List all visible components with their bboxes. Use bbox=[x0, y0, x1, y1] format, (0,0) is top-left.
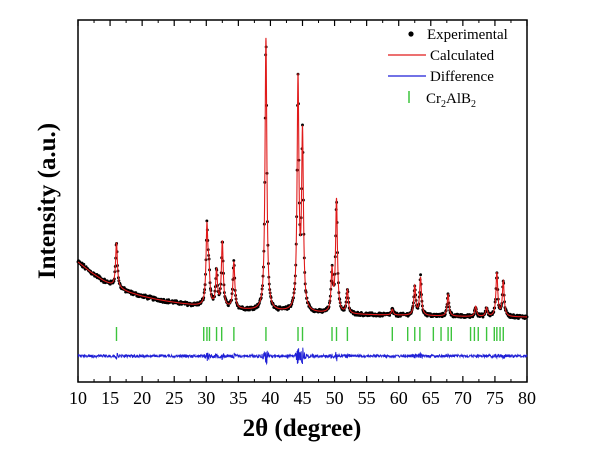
y-axis-title: Intensity (a.u.) bbox=[34, 123, 61, 279]
experimental-point bbox=[232, 259, 236, 262]
legend-label-experimental: Experimental bbox=[427, 27, 508, 43]
legend: Experimental Calculated Difference Cr2Al… bbox=[388, 27, 508, 110]
x-tick-label: 45 bbox=[294, 388, 312, 408]
x-tick-label: 70 bbox=[454, 388, 472, 408]
experimental-point bbox=[226, 304, 230, 308]
x-tick-label: 80 bbox=[518, 388, 536, 408]
x-tick-label: 15 bbox=[101, 388, 119, 408]
legend-label-bragg: Cr2AlB2 bbox=[426, 91, 476, 110]
experimental-point bbox=[301, 123, 304, 127]
x-axis-ticks: 10 15 20 25 30 35 40 45 50 55 60 65 70 75 80 bbox=[69, 20, 536, 408]
bragg-ticks-layer bbox=[115, 327, 504, 341]
legend-item-calculated: Calculated bbox=[388, 48, 495, 64]
calculated-curve bbox=[77, 37, 527, 318]
x-tick-label: 20 bbox=[133, 388, 151, 408]
x-tick-label: 50 bbox=[326, 388, 344, 408]
calculated-curve-layer bbox=[77, 37, 527, 318]
x-tick-label: 60 bbox=[390, 388, 408, 408]
legend-label-difference: Difference bbox=[430, 69, 494, 85]
x-tick-label: 35 bbox=[229, 388, 247, 408]
x-tick-label: 30 bbox=[197, 388, 215, 408]
x-axis-title: 2θ (degree) bbox=[243, 415, 362, 442]
legend-item-bragg: Cr2AlB2 bbox=[408, 91, 476, 110]
legend-bragg-part-2: AlB bbox=[446, 91, 471, 107]
experimental-point bbox=[419, 273, 423, 277]
x-tick-label: 65 bbox=[422, 388, 440, 408]
x-tick-label: 55 bbox=[358, 388, 376, 408]
legend-label-calculated: Calculated bbox=[430, 48, 495, 64]
experimental-points-layer bbox=[76, 45, 529, 320]
difference-curve-layer bbox=[77, 347, 528, 366]
experimental-point bbox=[481, 315, 485, 319]
experimental-point bbox=[82, 262, 86, 266]
difference-curve bbox=[77, 347, 528, 366]
x-tick-label: 75 bbox=[486, 388, 504, 408]
experimental-point bbox=[205, 219, 209, 223]
legend-item-experimental: Experimental bbox=[408, 27, 508, 43]
x-tick-label: 25 bbox=[165, 388, 183, 408]
x-tick-label: 40 bbox=[261, 388, 279, 408]
legend-bragg-sub-1: 2 bbox=[441, 99, 446, 110]
legend-item-difference: Difference bbox=[388, 69, 494, 85]
legend-marker-experimental bbox=[408, 31, 414, 37]
legend-bragg-part-1: Cr bbox=[426, 91, 441, 107]
x-tick-label: 10 bbox=[69, 388, 87, 408]
legend-bragg-sub-2: 2 bbox=[471, 99, 476, 110]
